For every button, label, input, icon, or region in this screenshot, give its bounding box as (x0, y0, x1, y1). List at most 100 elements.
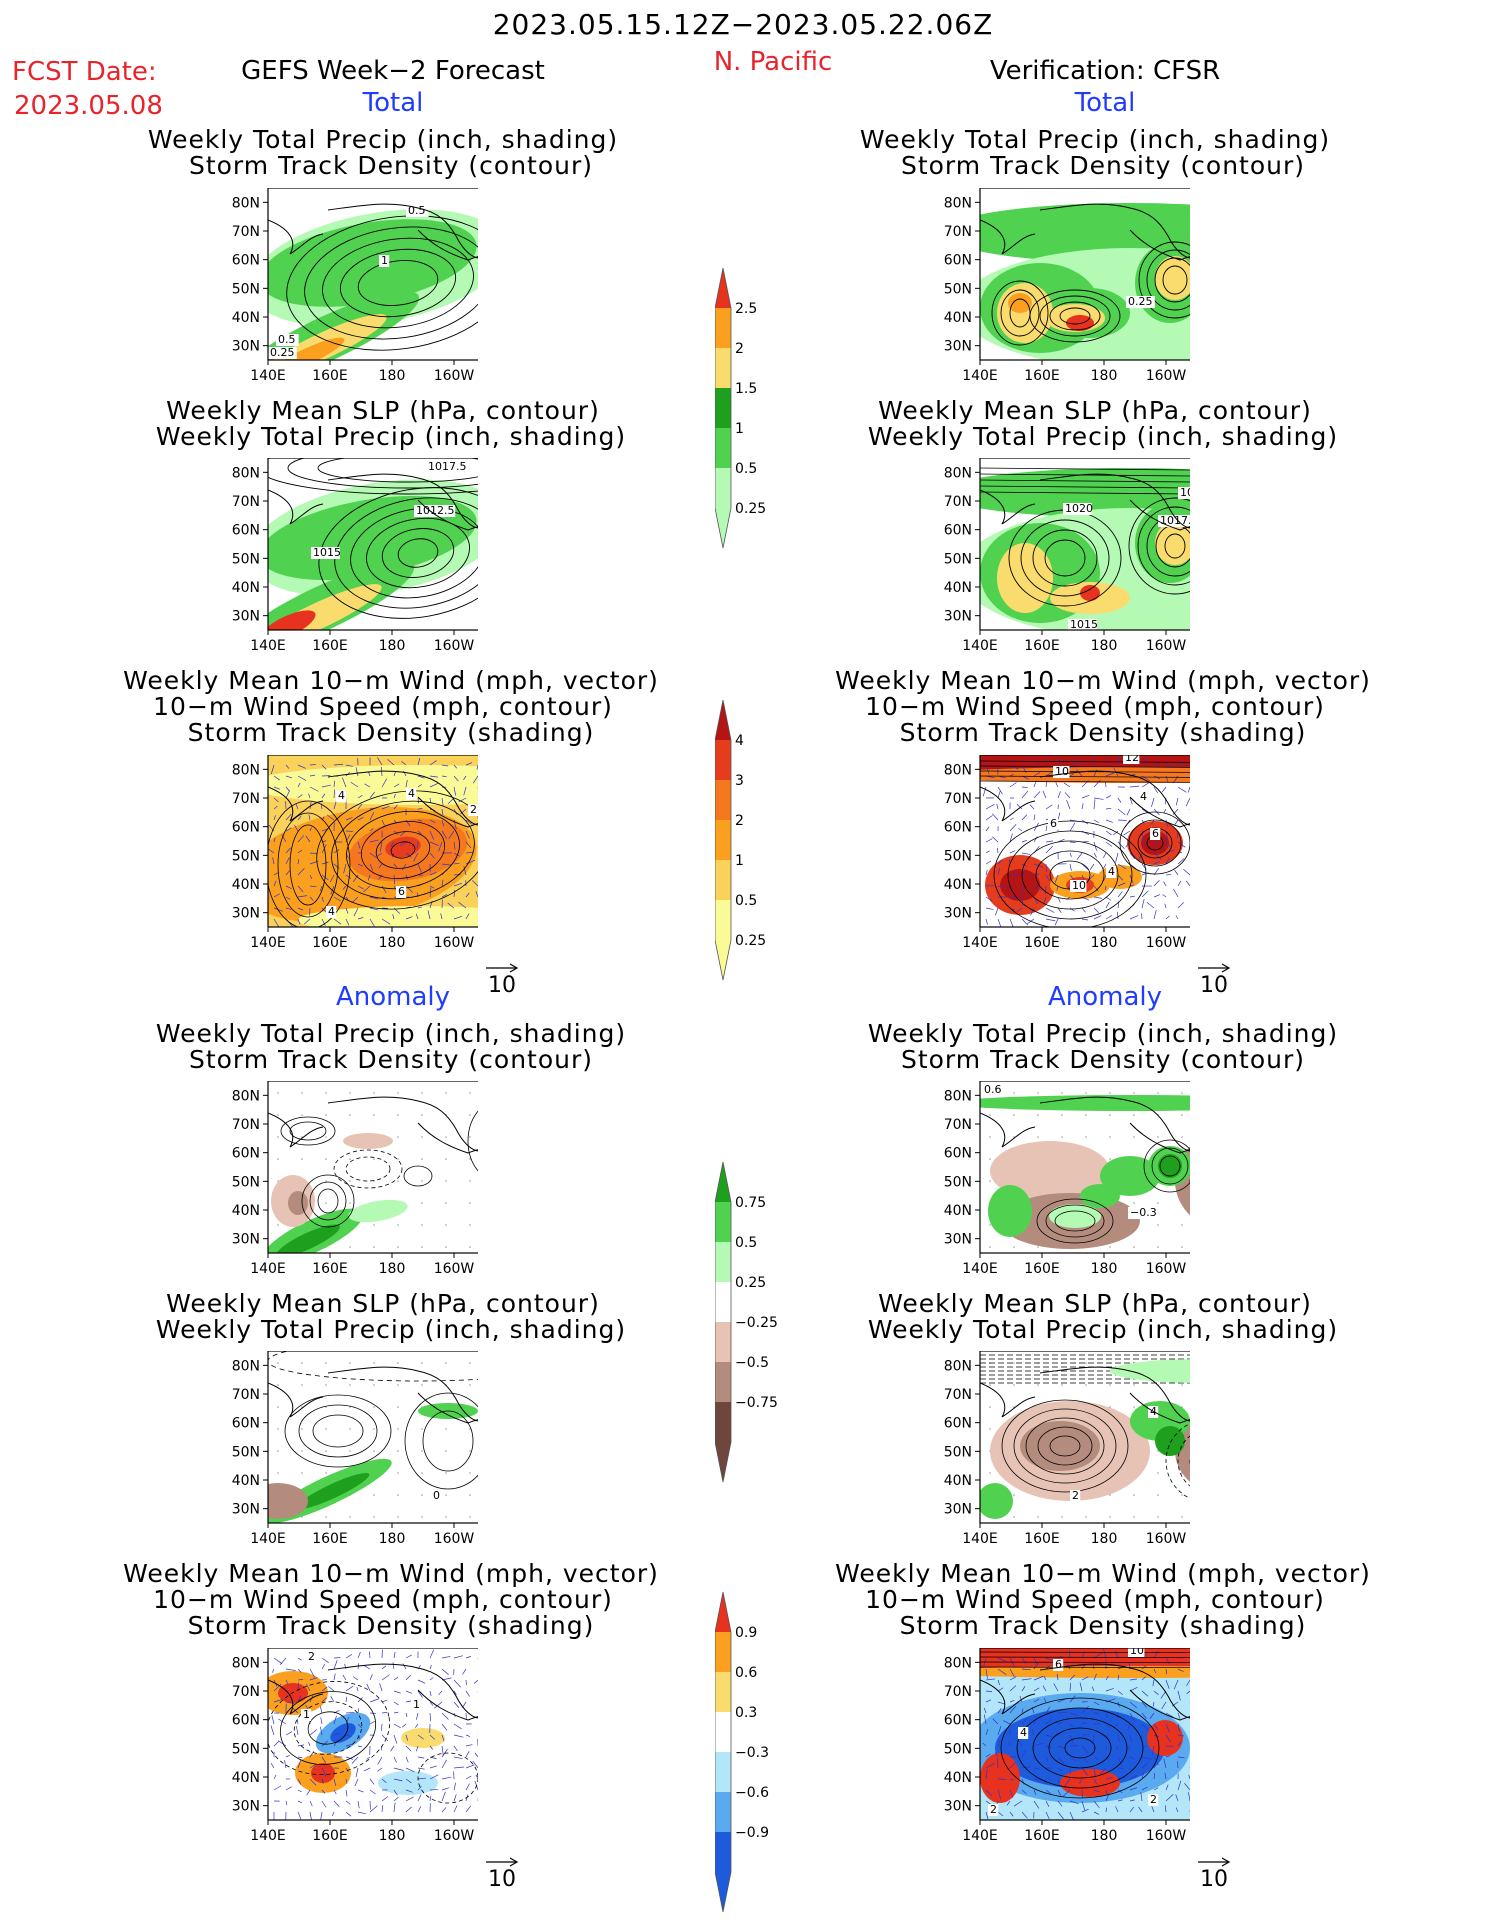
vector-reference-fc-anom: 10 (484, 1856, 524, 1898)
fc-anom-wind-title-1: Weekly Mean 10−m Wind (mph, vector) (123, 1561, 659, 1587)
lat-tick-ver-slp-4: 40N (944, 580, 972, 596)
lon-tick-fc-aps-3: 160W (434, 1261, 475, 1277)
contour-label-ver-aps-0: 0.6 (984, 1083, 1002, 1096)
contour-label-fc-awind-2: 1 (413, 1698, 420, 1711)
lat-tick-fc-slp-4: 40N (232, 580, 260, 596)
lon-tick-fc-aps-1: 160E (312, 1261, 348, 1277)
contour-label-fc-wind-2: 2 (470, 803, 477, 816)
vector-reference-arrow-icon: 10 (484, 962, 524, 998)
lat-tick-fc-aps-2: 60N (232, 1146, 260, 1162)
lat-tick-fc-slp-0: 80N (232, 465, 260, 481)
lon-tick-fc-slp-3: 160W (434, 638, 475, 654)
section-anomaly-right: Anomaly (1048, 982, 1162, 1012)
vector-reference-arrow-icon: 10 (1196, 962, 1236, 998)
map-fc-total-wind-storm: 4426480N70N60N50N40N30N140E160E180160W14… (158, 755, 478, 964)
lon-tick-fc-slp-2: 180 (379, 638, 406, 654)
lon-tick-ver-wind-1: 160E (1024, 935, 1060, 951)
lon-tick-ver-aps-2: 180 (1091, 1261, 1118, 1277)
lon-tick-ver-wind-0: 140E (962, 935, 998, 951)
lon-tick-fc-aps-2: 180 (379, 1261, 406, 1277)
lat-tick-ver-slp-1: 70N (944, 494, 972, 510)
lon-tick-ver-aps-3: 160W (1146, 1261, 1187, 1277)
lat-tick-fc-ps-4: 40N (232, 310, 260, 326)
vector-reference-ver-anom: 10 (1196, 1856, 1236, 1898)
contour-label-fc-wind-0: 4 (338, 789, 345, 802)
map-ver-anom-slp-precip: 4280N70N60N50N40N30N140E160E180160W140W1… (870, 1351, 1190, 1560)
map-ver-total-slp-precip: 10201017.51017.5101580N70N60N50N40N30N14… (870, 458, 1190, 667)
lat-tick-ver-aps-3: 50N (944, 1174, 972, 1190)
colorbar-svg-precip_anom: 0.750.50.25−0.25−0.5−0.75 (715, 1162, 805, 1492)
colorbar-label-precip-3: 1 (735, 421, 744, 437)
lat-tick-ver-wind-3: 50N (944, 848, 972, 864)
colorbar-label-storm-3: 1 (735, 853, 744, 869)
lat-tick-fc-wind-0: 80N (232, 762, 260, 778)
lat-tick-ver-aslp-5: 30N (944, 1502, 972, 1518)
fc-total-slp-title-2: Weekly Total Precip (inch, shading) (156, 424, 626, 450)
map-ver-anom-wind-storm: 10642280N70N60N50N40N30N140E160E180160W1… (870, 1648, 1190, 1857)
lat-tick-ver-aslp-4: 40N (944, 1473, 972, 1489)
lon-tick-ver-ps-0: 140E (962, 368, 998, 384)
fc-anom-slp-title-1: Weekly Mean SLP (hPa, contour) (166, 1291, 600, 1317)
lon-tick-fc-wind-0: 140E (250, 935, 286, 951)
contour-label-ver-awind-4: 2 (1150, 1793, 1157, 1806)
lat-tick-fc-aslp-2: 60N (232, 1416, 260, 1432)
colorbar-label-storm-5: 0.25 (735, 933, 766, 949)
lat-tick-ver-awind-5: 30N (944, 1799, 972, 1815)
contour-label-ver-aps-1: −0.3 (1130, 1206, 1157, 1219)
lat-tick-ver-aslp-2: 60N (944, 1416, 972, 1432)
contour-label-ver-slp-2: 1017.5 (1160, 514, 1190, 527)
contour-label-fc-wind-1: 4 (408, 787, 415, 800)
contour-label-ver-awind-2: 4 (1020, 1726, 1027, 1739)
lat-tick-fc-slp-1: 70N (232, 494, 260, 510)
lat-tick-fc-ps-1: 70N (232, 224, 260, 240)
contour-label-ver-wind-2: 4 (1140, 790, 1147, 803)
lon-tick-ver-slp-3: 160W (1146, 638, 1187, 654)
lat-tick-fc-awind-2: 60N (232, 1713, 260, 1729)
contour-label-fc-ps-2: 0.5 (278, 333, 296, 346)
lon-tick-fc-awind-0: 140E (250, 1828, 286, 1844)
colorbar-label-storm_anom-1: 0.6 (735, 1665, 757, 1681)
date-range: 2023.05.15.12Z−2023.05.22.06Z (493, 10, 994, 40)
contour-label-fc-awind-0: 2 (308, 1650, 315, 1663)
lat-tick-fc-aslp-5: 30N (232, 1502, 260, 1518)
fc-anom-wind-title-3: Storm Track Density (shading) (188, 1613, 595, 1639)
lat-tick-ver-aslp-1: 70N (944, 1387, 972, 1403)
colorbar-label-precip_anom-5: −0.75 (735, 1395, 778, 1411)
contour-label-ver-wind-6: 4 (1108, 865, 1115, 878)
lon-tick-fc-aslp-0: 140E (250, 1531, 286, 1547)
lon-tick-ver-aps-1: 160E (1024, 1261, 1060, 1277)
fc-anom-precip-title-2: Storm Track Density (contour) (189, 1047, 593, 1073)
lat-tick-fc-ps-2: 60N (232, 253, 260, 269)
lat-tick-fc-wind-2: 60N (232, 820, 260, 836)
colorbar-label-precip_anom-1: 0.5 (735, 1235, 757, 1251)
map-svg-ver-slp: 10201017.51017.5101580N70N60N50N40N30N14… (870, 458, 1190, 663)
lon-tick-fc-slp-1: 160E (312, 638, 348, 654)
map-svg-fc-awind: 21180N70N60N50N40N30N140E160E180160W140W… (158, 1648, 478, 1853)
lat-tick-fc-slp-2: 60N (232, 523, 260, 539)
lon-tick-ver-awind-2: 180 (1091, 1828, 1118, 1844)
colorbar-label-precip-5: 0.25 (735, 501, 766, 517)
map-svg-ver-awind: 10642280N70N60N50N40N30N140E160E180160W1… (870, 1648, 1190, 1853)
lat-tick-ver-wind-5: 30N (944, 906, 972, 922)
right-column-title: Verification: CFSR (990, 56, 1220, 86)
ver-anom-wind-title-2: 10−m Wind Speed (mph, contour) (865, 1587, 1325, 1613)
lat-tick-fc-awind-5: 30N (232, 1799, 260, 1815)
colorbar-label-precip-2: 1.5 (735, 381, 757, 397)
lat-tick-fc-wind-3: 50N (232, 848, 260, 864)
map-fc-anom-wind-storm: 21180N70N60N50N40N30N140E160E180160W140W… (158, 1648, 478, 1857)
map-svg-fc-aps: 80N70N60N50N40N30N140E160E180160W140W120… (158, 1081, 478, 1286)
lon-tick-fc-slp-0: 140E (250, 638, 286, 654)
lon-tick-fc-awind-3: 160W (434, 1828, 475, 1844)
lon-tick-ver-ps-3: 160W (1146, 368, 1187, 384)
fc-anom-precip-title-1: Weekly Total Precip (inch, shading) (156, 1021, 626, 1047)
lon-tick-fc-aps-0: 140E (250, 1261, 286, 1277)
lat-tick-ver-ps-4: 40N (944, 310, 972, 326)
lat-tick-fc-aps-0: 80N (232, 1088, 260, 1104)
contour-label-ver-awind-0: 10 (1130, 1648, 1144, 1657)
lat-tick-ver-aps-1: 70N (944, 1117, 972, 1133)
lon-tick-ver-slp-0: 140E (962, 638, 998, 654)
lat-tick-ver-slp-3: 50N (944, 551, 972, 567)
